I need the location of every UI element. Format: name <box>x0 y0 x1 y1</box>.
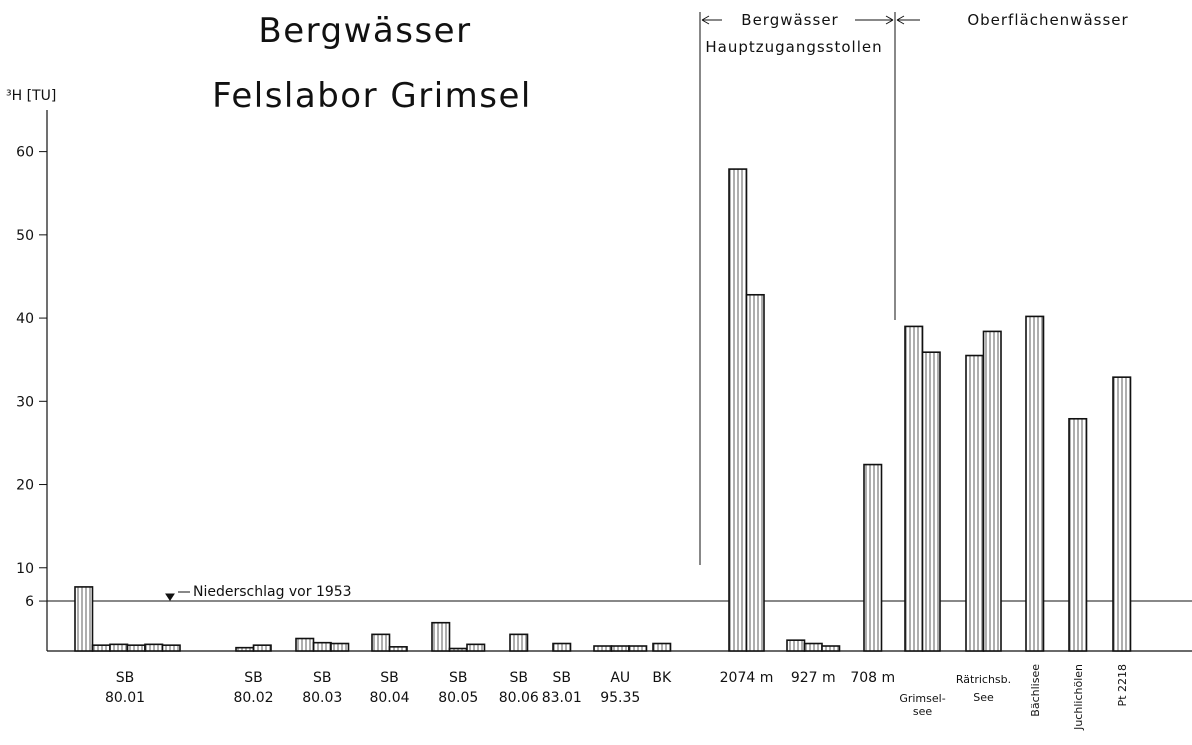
bar <box>144 643 164 652</box>
section-label: Oberflächenwässer <box>967 11 1128 29</box>
x-tick-label: SB <box>313 670 332 686</box>
section-label: Bergwässer <box>741 11 838 29</box>
bar <box>552 642 572 652</box>
y-tick-label: 10 <box>16 561 34 577</box>
x-tick-label: SB <box>449 670 468 686</box>
x-tick-label: 80.06 <box>499 690 539 706</box>
x-tick-label: AU <box>610 670 630 686</box>
reference-arrow <box>165 591 190 601</box>
bar <box>652 642 672 652</box>
arrow <box>701 15 722 25</box>
x-tick-label: Grimsel- <box>899 692 945 705</box>
y-axis-label: ³H [TU] <box>6 88 56 104</box>
bar <box>803 642 823 652</box>
x-tick-label: see <box>913 705 932 718</box>
x-tick-label: 927 m <box>791 670 836 686</box>
y-tick-label: 30 <box>16 394 34 410</box>
bar <box>109 643 129 652</box>
bar <box>388 646 408 652</box>
y-tick-label: 50 <box>16 228 34 244</box>
bar <box>509 633 529 652</box>
x-tick-label: 80.04 <box>369 690 409 706</box>
bar <box>91 644 111 652</box>
x-tick-label: BK <box>652 670 672 686</box>
bar <box>466 643 486 652</box>
y-tick-label: 20 <box>16 478 34 494</box>
x-tick-label: SB <box>553 670 572 686</box>
bar <box>593 645 613 652</box>
arrow <box>855 15 894 25</box>
section-label: Hauptzugangsstollen <box>705 38 882 56</box>
bar <box>904 325 924 652</box>
bar <box>728 168 748 652</box>
bar <box>161 644 181 652</box>
x-tick-label: 83.01 <box>542 690 582 706</box>
x-tick-label: 80.05 <box>438 690 478 706</box>
arrow <box>896 15 920 25</box>
bar <box>295 637 315 652</box>
y-tick-label: 40 <box>16 311 34 327</box>
x-tick-label: See <box>973 691 994 704</box>
bar <box>821 645 841 652</box>
bar <box>1112 376 1132 652</box>
x-tick-label: Bächlisee <box>1029 664 1042 717</box>
x-tick-label: 80.03 <box>302 690 342 706</box>
bar <box>863 463 883 652</box>
bar <box>921 351 941 652</box>
x-tick-label: 2074 m <box>720 670 774 686</box>
y-tick-label: 60 <box>16 145 34 161</box>
chart-subtitle: Felslabor Grimsel <box>212 76 532 116</box>
bar <box>431 621 451 652</box>
bar <box>965 354 985 652</box>
x-tick-label: 80.02 <box>233 690 273 706</box>
x-tick-label: SB <box>510 670 529 686</box>
bar <box>371 633 391 652</box>
bar <box>448 647 468 652</box>
bar <box>610 645 630 652</box>
bar <box>628 645 648 652</box>
chart-title: Bergwässer <box>258 11 471 51</box>
bar <box>745 293 765 652</box>
bar <box>1025 315 1045 652</box>
bar <box>252 644 272 652</box>
reference-label: Niederschlag vor 1953 <box>193 584 352 600</box>
y-tick-label: 6 <box>25 594 34 610</box>
bar <box>312 641 332 652</box>
bar <box>235 646 255 652</box>
bar <box>1068 417 1088 652</box>
x-tick-label: SB <box>116 670 135 686</box>
bar <box>786 639 806 652</box>
x-tick-label: SB <box>380 670 399 686</box>
x-tick-label: SB <box>244 670 263 686</box>
x-tick-label: 708 m <box>850 670 895 686</box>
bar <box>982 330 1002 652</box>
x-tick-label: 80.01 <box>105 690 145 706</box>
bar <box>330 642 350 652</box>
x-tick-label: Rätrichsb. <box>956 673 1011 686</box>
x-tick-label: Juchlichölen <box>1072 664 1085 731</box>
bar <box>74 586 94 652</box>
x-tick-label: Pt 2218 <box>1116 664 1129 706</box>
bar <box>126 644 146 652</box>
x-tick-label: 95.35 <box>600 690 640 706</box>
